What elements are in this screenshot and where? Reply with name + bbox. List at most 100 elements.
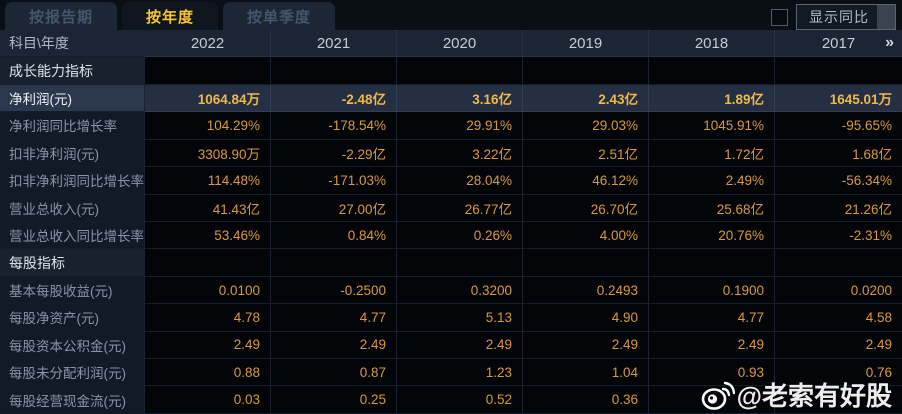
table-row: 每股资本公积金(元) 2.49 2.49 2.49 2.49 2.49 2.49 bbox=[0, 331, 902, 360]
cell-value: 2.49 bbox=[523, 331, 649, 360]
cell-value: 53.46% bbox=[145, 221, 271, 250]
cell-value: 4.58 bbox=[775, 304, 902, 332]
indicators-table: 科目\年度 2022 2021 2020 2019 2018 2017» 成长能力指标 净利润… bbox=[0, 30, 902, 414]
cell-value: 0.84% bbox=[271, 221, 397, 250]
cell-value: 4.00% bbox=[523, 221, 649, 250]
show-yoy-checkbox[interactable] bbox=[771, 8, 788, 26]
cell-value bbox=[775, 386, 902, 414]
table-row: 每股经营现金流(元) 0.03 0.25 0.52 0.36 bbox=[0, 386, 902, 414]
cell-value: 2.49 bbox=[397, 331, 523, 360]
cell-value bbox=[649, 57, 775, 85]
cell-value: 3.22亿 bbox=[397, 139, 523, 168]
year-column-2018[interactable]: 2018 bbox=[649, 30, 775, 58]
cell-value bbox=[775, 57, 902, 85]
show-yoy-label-text: 显示同比 bbox=[809, 9, 869, 25]
tab-0[interactable]: 按报告期 bbox=[5, 2, 118, 30]
cell-value: 1064.84万 bbox=[145, 84, 271, 113]
row-label[interactable]: 成长能力指标 bbox=[0, 57, 145, 85]
cell-value: 104.29% bbox=[145, 112, 271, 140]
cell-value: 1645.01万 bbox=[775, 84, 902, 113]
cell-value: 3308.90万 bbox=[145, 139, 271, 168]
row-label[interactable]: 每股指标 bbox=[0, 249, 145, 277]
cell-value: 5.13 bbox=[397, 304, 523, 332]
cell-value: -56.34% bbox=[775, 167, 902, 195]
cell-value: 20.76% bbox=[649, 221, 775, 250]
table-row: 营业总收入同比增长率 53.46% 0.84% 0.26% 4.00% 20.76% -2.… bbox=[0, 221, 902, 250]
tab-2[interactable]: 按单季度 bbox=[223, 2, 336, 30]
show-yoy-label[interactable]: 显示同比 bbox=[796, 4, 896, 30]
cell-value: 3.16亿 bbox=[397, 84, 523, 113]
cell-value: 41.43亿 bbox=[145, 194, 271, 222]
section-row: 成长能力指标 bbox=[0, 57, 902, 85]
row-label[interactable]: 营业总收入同比增长率 bbox=[0, 221, 145, 250]
year-column-2021[interactable]: 2021 bbox=[271, 30, 397, 58]
cell-value bbox=[397, 249, 523, 277]
cell-value: 2.49 bbox=[145, 331, 271, 360]
year-column-2019[interactable]: 2019 bbox=[523, 30, 649, 58]
cell-value: 27.00亿 bbox=[271, 194, 397, 222]
year-column-2020[interactable]: 2020 bbox=[397, 30, 523, 58]
cell-value: 0.3200 bbox=[397, 276, 523, 305]
cell-value bbox=[397, 57, 523, 85]
cell-value: 1.04 bbox=[523, 359, 649, 387]
cell-value: 4.77 bbox=[649, 304, 775, 332]
cell-value: 21.26亿 bbox=[775, 194, 902, 222]
row-label[interactable]: 扣非净利润同比增长率 bbox=[0, 167, 145, 195]
section-row: 每股指标 bbox=[0, 249, 902, 277]
table-row: 基本每股收益(元) 0.0100 -0.2500 0.3200 0.2493 0.1900… bbox=[0, 276, 902, 305]
cell-value: 0.25 bbox=[271, 386, 397, 414]
row-label[interactable]: 基本每股收益(元) bbox=[0, 276, 145, 305]
cell-value: 0.87 bbox=[271, 359, 397, 387]
year-column-2022[interactable]: 2022 bbox=[145, 30, 271, 58]
cell-value: 26.77亿 bbox=[397, 194, 523, 222]
yoy-box-grip bbox=[877, 5, 895, 29]
cell-value: 29.91% bbox=[397, 112, 523, 140]
cell-value bbox=[523, 57, 649, 85]
cell-value: -2.31% bbox=[775, 221, 902, 250]
cell-value: 0.2493 bbox=[523, 276, 649, 305]
cell-value: -95.65% bbox=[775, 112, 902, 140]
year-column-2017[interactable]: 2017» bbox=[775, 30, 902, 58]
cell-value bbox=[145, 57, 271, 85]
cell-value: 1.89亿 bbox=[649, 84, 775, 113]
more-columns-icon[interactable]: » bbox=[885, 34, 894, 52]
cell-value: 0.1900 bbox=[649, 276, 775, 305]
cell-value: 0.88 bbox=[145, 359, 271, 387]
cell-value: 0.93 bbox=[649, 359, 775, 387]
corner-header: 科目\年度 bbox=[0, 30, 145, 58]
cell-value: 29.03% bbox=[523, 112, 649, 140]
cell-value: 1.68亿 bbox=[775, 139, 902, 168]
row-label[interactable]: 每股未分配利润(元) bbox=[0, 359, 145, 387]
row-label[interactable]: 营业总收入(元) bbox=[0, 194, 145, 222]
table-row: 净利润同比增长率 104.29% -178.54% 29.91% 29.03% 1045.… bbox=[0, 112, 902, 140]
row-label[interactable]: 扣非净利润(元) bbox=[0, 139, 145, 168]
cell-value: 26.70亿 bbox=[523, 194, 649, 222]
cell-value: 46.12% bbox=[523, 167, 649, 195]
cell-value: 2.49 bbox=[649, 331, 775, 360]
row-label[interactable]: 每股净资产(元) bbox=[0, 304, 145, 332]
cell-value bbox=[649, 249, 775, 277]
cell-value: -2.29亿 bbox=[271, 139, 397, 168]
cell-value bbox=[775, 249, 902, 277]
cell-value: 1045.91% bbox=[649, 112, 775, 140]
cell-value bbox=[649, 386, 775, 414]
cell-value: 0.36 bbox=[523, 386, 649, 414]
table-header-row: 科目\年度 2022 2021 2020 2019 2018 2017» bbox=[0, 30, 902, 58]
row-label[interactable]: 净利润(元) bbox=[0, 84, 145, 113]
table-row: 营业总收入(元) 41.43亿 27.00亿 26.77亿 26.70亿 25.68亿 21… bbox=[0, 194, 902, 222]
cell-value: 1.72亿 bbox=[649, 139, 775, 168]
row-label[interactable]: 每股资本公积金(元) bbox=[0, 331, 145, 360]
row-label[interactable]: 净利润同比增长率 bbox=[0, 112, 145, 140]
row-label[interactable]: 每股经营现金流(元) bbox=[0, 386, 145, 414]
cell-value: -0.2500 bbox=[271, 276, 397, 305]
cell-value: 2.49% bbox=[649, 167, 775, 195]
cell-value: 28.04% bbox=[397, 167, 523, 195]
table-row: 净利润(元) 1064.84万 -2.48亿 3.16亿 2.43亿 1.89亿 1645.… bbox=[0, 84, 902, 113]
cell-value: 0.0200 bbox=[775, 276, 902, 305]
cell-value: 4.90 bbox=[523, 304, 649, 332]
cell-value bbox=[523, 249, 649, 277]
tab-1[interactable]: 按年度 bbox=[122, 2, 219, 30]
cell-value: -171.03% bbox=[271, 167, 397, 195]
cell-value: 1.23 bbox=[397, 359, 523, 387]
